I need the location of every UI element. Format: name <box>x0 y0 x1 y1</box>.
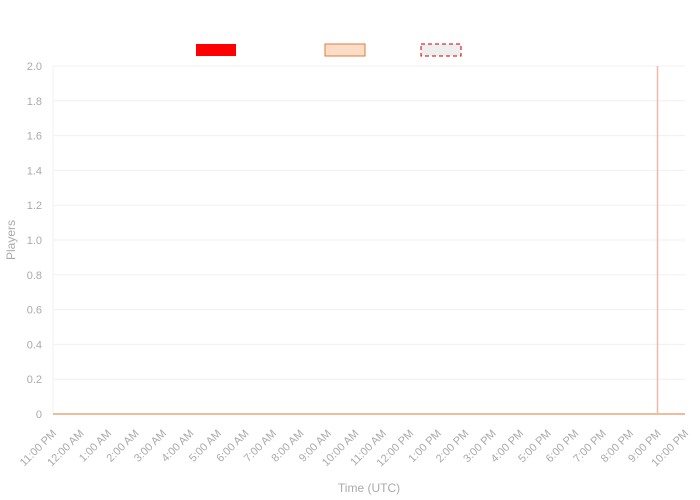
y-tick-label: 2.0 <box>27 61 42 73</box>
y-axis-label: Players <box>4 220 18 260</box>
legend-swatch <box>196 44 236 56</box>
y-tick-label: 1.0 <box>27 235 42 247</box>
grid-lines <box>52 65 685 414</box>
y-tick-label: 0 <box>36 409 42 421</box>
y-tick-label: 1.6 <box>27 131 42 143</box>
y-tick-label: 0.8 <box>27 270 42 282</box>
y-tick-label: 0.6 <box>27 305 42 317</box>
legend <box>196 43 462 57</box>
y-tick-label: 1.4 <box>27 165 42 177</box>
legend-swatch <box>420 43 462 57</box>
y-tick-label: 1.8 <box>27 96 42 108</box>
y-tick-label: 0.4 <box>27 339 42 351</box>
y-tick-label: 0.2 <box>27 374 42 386</box>
y-tick-label: 1.2 <box>27 200 42 212</box>
y-axis-ticks: 0 0.2 0.4 0.6 0.8 1.0 1.2 1.4 1.6 1.8 2.0 <box>27 61 42 421</box>
legend-swatch <box>324 43 366 57</box>
x-axis-label: Time (UTC) <box>338 481 400 495</box>
